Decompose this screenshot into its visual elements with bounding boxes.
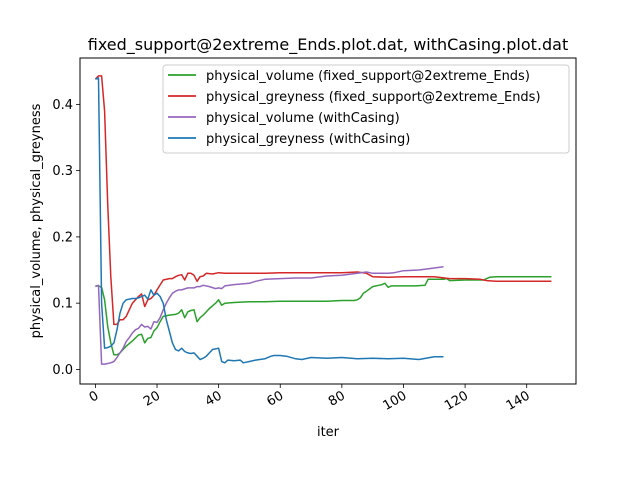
x-tick-label: 120: [442, 388, 471, 413]
y-axis: 0.0 0.1 0.2 0.3 0.4: [52, 98, 80, 378]
x-tick-label: 140: [504, 388, 533, 413]
y-axis-label: physical_volume, physical_greyness: [29, 103, 44, 338]
series-line-1: [94, 75, 552, 326]
y-tick-label: 0.2: [52, 230, 73, 245]
legend: physical_volume (fixed_support@2extreme_…: [162, 64, 570, 154]
series-group: [94, 75, 552, 365]
series-line-2: [95, 265, 444, 365]
x-tick-label: 80: [326, 388, 348, 409]
legend-box: [162, 64, 570, 154]
legend-label-0: physical_volume (fixed_support@2extreme_…: [206, 69, 530, 84]
x-axis: 0 20 40 60 80 100 120 140: [87, 384, 533, 414]
legend-label-2: physical_volume (withCasing): [206, 111, 400, 126]
x-tick-label: 20: [141, 388, 163, 409]
x-tick-label: 100: [380, 388, 409, 413]
x-tick-label: 60: [264, 388, 286, 409]
y-tick-label: 0.4: [52, 98, 73, 113]
x-tick-label: 0: [87, 388, 102, 405]
legend-label-3: physical_greyness (withCasing): [206, 132, 410, 147]
plot-frame: [79, 57, 577, 385]
y-tick-label: 0.3: [52, 164, 73, 179]
series-line-0: [95, 275, 552, 356]
legend-label-1: physical_greyness (fixed_support@2extrem…: [206, 90, 541, 105]
series-line-3: [95, 77, 444, 364]
y-tick-label: 0.0: [52, 363, 73, 378]
y-tick-label: 0.1: [52, 297, 73, 312]
x-axis-label: iter: [317, 425, 340, 440]
chart-title: fixed_support@2extreme_Ends.plot.dat, wi…: [88, 35, 569, 55]
x-tick-label: 40: [203, 388, 225, 409]
